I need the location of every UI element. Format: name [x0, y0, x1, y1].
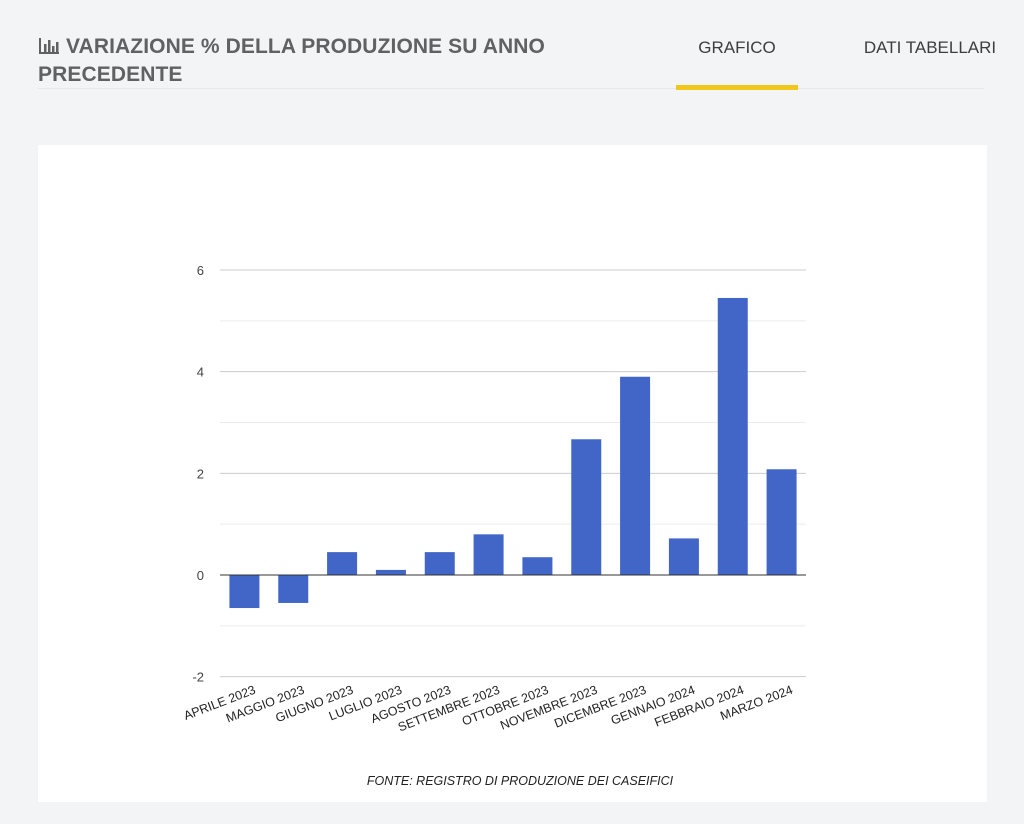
bar: [327, 552, 358, 575]
chart-title: VARIAZIONE % DELLA PRODUZIONE SU ANNO PR…: [38, 34, 638, 88]
tab-dati-tabellari[interactable]: DATI TABELLARI: [863, 38, 997, 57]
chart-title-text: VARIAZIONE % DELLA PRODUZIONE SU ANNO PR…: [38, 35, 545, 86]
bar: [668, 538, 699, 575]
bar: [473, 534, 504, 575]
bar-chart-icon: [38, 36, 60, 62]
bar: [620, 376, 651, 575]
y-tick-label: 6: [197, 263, 204, 278]
y-tick-label: 2: [197, 466, 204, 481]
chart-header: VARIAZIONE % DELLA PRODUZIONE SU ANNO PR…: [38, 30, 996, 90]
bar: [717, 297, 748, 575]
chart-panel: 6 4 2 0 -2 APRILE 2023 MAGGIO 2023 GIUGNO 2023 L…: [38, 145, 987, 802]
bar: [424, 552, 455, 575]
bar: [571, 439, 602, 575]
bar: [522, 557, 553, 575]
bar: [229, 575, 260, 609]
y-tick-label: 4: [197, 365, 204, 380]
y-tick-label: 0: [197, 568, 204, 583]
bar: [278, 575, 309, 603]
y-tick-label: -2: [192, 670, 204, 685]
tab-grafico[interactable]: GRAFICO: [676, 38, 798, 90]
bar: [375, 569, 406, 575]
chart-source-note: FONTE: REGISTRO DI PRODUZIONE DEI CASEIF…: [367, 774, 674, 788]
bar: [766, 469, 797, 575]
